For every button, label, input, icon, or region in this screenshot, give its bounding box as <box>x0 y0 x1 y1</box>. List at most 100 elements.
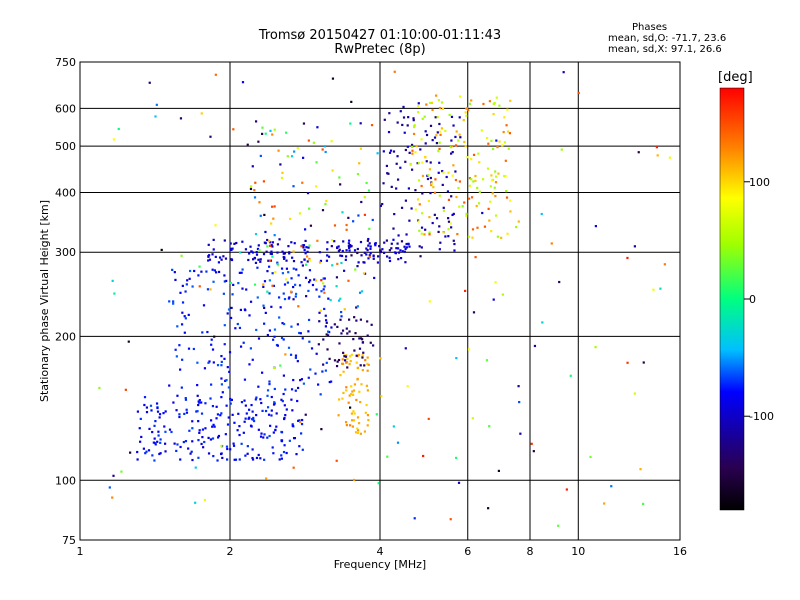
data-point <box>464 111 467 114</box>
data-point <box>326 348 329 351</box>
data-point <box>281 322 284 325</box>
data-point <box>324 202 327 206</box>
data-point <box>392 150 396 153</box>
data-point <box>281 400 284 403</box>
data-point <box>231 247 234 250</box>
data-point <box>147 449 151 452</box>
data-point <box>427 174 430 177</box>
data-point <box>396 441 400 444</box>
data-point <box>173 271 176 274</box>
data-point <box>340 332 343 335</box>
data-point <box>227 308 231 311</box>
data-point <box>402 105 405 109</box>
data-point <box>251 458 255 461</box>
data-point <box>435 94 438 97</box>
data-point <box>467 197 471 200</box>
data-point <box>215 405 218 408</box>
data-point <box>396 155 399 158</box>
data-point <box>223 357 226 360</box>
data-point <box>403 245 406 248</box>
data-point <box>433 136 437 139</box>
data-point <box>455 356 458 360</box>
data-point <box>383 118 386 121</box>
data-point <box>472 311 476 314</box>
data-point <box>390 185 393 188</box>
data-point <box>364 359 367 362</box>
data-point <box>359 147 363 150</box>
data-point <box>304 228 307 231</box>
data-point <box>485 359 489 362</box>
data-point <box>405 233 408 236</box>
data-point <box>307 318 311 322</box>
data-point <box>321 370 324 373</box>
data-point <box>350 385 353 388</box>
data-point <box>237 281 240 285</box>
data-point <box>345 223 348 227</box>
data-point <box>191 458 194 462</box>
data-point <box>415 144 418 148</box>
data-point <box>297 274 300 277</box>
data-point <box>145 406 149 409</box>
data-point <box>560 148 563 151</box>
data-point <box>187 313 190 317</box>
data-point <box>339 374 342 377</box>
data-point <box>397 234 400 237</box>
data-point <box>663 263 666 266</box>
data-point <box>308 257 311 261</box>
data-point <box>164 450 167 453</box>
data-point <box>185 411 189 414</box>
data-point <box>453 242 456 246</box>
data-point <box>342 240 345 243</box>
data-point <box>358 337 361 340</box>
data-point <box>284 278 288 281</box>
data-point <box>404 148 407 152</box>
data-point <box>298 419 301 422</box>
data-point <box>414 151 417 154</box>
data-point <box>246 143 249 146</box>
data-point <box>421 174 425 178</box>
data-point <box>450 226 453 229</box>
data-point <box>255 413 258 417</box>
data-point <box>266 333 269 337</box>
data-point <box>453 249 456 252</box>
data-point <box>265 477 268 480</box>
data-point <box>406 124 409 127</box>
y-tick-label: 500 <box>55 140 76 153</box>
data-point <box>149 404 153 407</box>
data-point <box>271 241 275 244</box>
data-point <box>220 383 224 386</box>
data-point <box>304 239 307 243</box>
data-point <box>268 240 271 243</box>
data-point <box>656 154 659 157</box>
data-point <box>218 256 222 259</box>
data-point <box>112 138 116 141</box>
data-point <box>281 272 285 275</box>
data-point <box>208 254 211 257</box>
data-point <box>367 244 370 247</box>
data-point <box>259 154 262 158</box>
data-point <box>261 409 264 413</box>
data-point <box>388 249 391 252</box>
data-point <box>214 73 217 76</box>
data-point <box>272 338 275 341</box>
data-point <box>230 398 233 401</box>
data-point <box>350 244 353 248</box>
data-point <box>414 189 417 192</box>
data-point <box>275 412 278 415</box>
data-point <box>565 488 568 491</box>
data-point <box>346 366 349 369</box>
data-point <box>282 450 286 454</box>
data-point <box>216 413 220 416</box>
data-point <box>403 131 406 134</box>
data-point <box>143 396 147 399</box>
data-point <box>187 347 191 350</box>
data-point <box>356 173 360 176</box>
data-point <box>191 440 194 443</box>
data-point <box>200 112 203 115</box>
data-point <box>490 179 494 182</box>
data-point <box>322 338 325 341</box>
data-point <box>117 127 120 131</box>
data-point <box>438 147 441 151</box>
data-point <box>247 258 250 262</box>
data-point <box>255 456 259 460</box>
